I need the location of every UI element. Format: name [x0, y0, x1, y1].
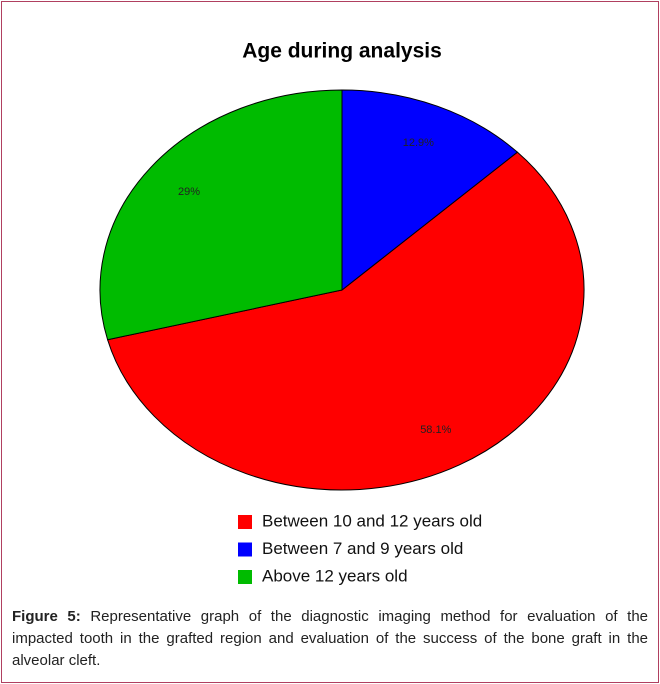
pie-slice: [106, 151, 585, 491]
chart-title: Age during analysis: [242, 40, 442, 63]
legend-swatch: [238, 570, 252, 584]
data-label: 58.1%: [420, 424, 451, 436]
legend-label: Between 7 and 9 years old: [262, 539, 463, 558]
legend-swatch: [238, 515, 252, 529]
pie-slice: [341, 89, 519, 292]
caption-text: Representative graph of the diagnostic i…: [12, 608, 649, 669]
legend-label: Above 12 years old: [262, 566, 408, 585]
legend-swatch: [238, 542, 252, 557]
caption-label: Figure 5:: [12, 608, 81, 625]
data-label: 29%: [178, 186, 200, 198]
legend-label: Between 10 and 12 years old: [262, 511, 482, 530]
pie-slice: [99, 89, 343, 341]
caption: Figure 5: Representative graph of the di…: [12, 606, 648, 672]
data-label: 12.9%: [403, 137, 434, 149]
